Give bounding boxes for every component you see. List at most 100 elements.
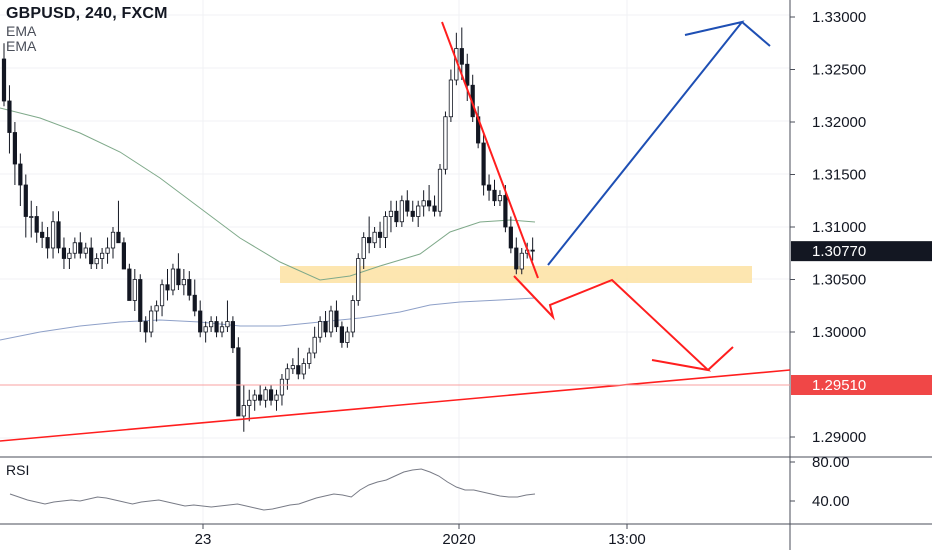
candle-body bbox=[492, 189, 497, 202]
candle-body bbox=[252, 394, 257, 401]
candle-body bbox=[312, 336, 317, 354]
candle-body bbox=[116, 231, 121, 244]
candle-body bbox=[83, 247, 88, 254]
candle-body bbox=[361, 237, 366, 259]
candle-body bbox=[367, 237, 372, 244]
price-tick-label: 1.31500 bbox=[812, 167, 866, 184]
support-zone-rect bbox=[280, 266, 752, 283]
candle-body bbox=[263, 389, 268, 401]
candle-body bbox=[503, 195, 508, 228]
candle-body bbox=[50, 221, 56, 249]
candle-body bbox=[285, 368, 290, 380]
ascending-support-line bbox=[0, 369, 791, 442]
candle-body bbox=[67, 252, 72, 259]
candle-body bbox=[421, 200, 426, 207]
candle-body bbox=[89, 247, 94, 265]
candle-body bbox=[225, 321, 230, 328]
candle-body bbox=[143, 321, 148, 333]
candle-body bbox=[530, 249, 535, 252]
candle-body bbox=[61, 247, 67, 259]
candle-body bbox=[443, 116, 448, 170]
candle-body bbox=[432, 205, 437, 212]
candle-body bbox=[258, 394, 263, 401]
candle-body bbox=[165, 284, 170, 291]
ema-slow-line bbox=[0, 297, 536, 341]
candle-body bbox=[72, 242, 77, 254]
candle-body bbox=[29, 216, 34, 218]
candle-body bbox=[34, 216, 39, 233]
candle-body bbox=[339, 326, 345, 343]
candle-body bbox=[247, 399, 252, 406]
chart-legend: GBPUSD, 240, FXCM EMA EMA bbox=[6, 4, 168, 54]
symbol-title: GBPUSD, 240, FXCM bbox=[6, 5, 168, 22]
drawings bbox=[0, 20, 791, 442]
rsi-label[interactable]: RSI bbox=[6, 462, 30, 478]
candle-body bbox=[323, 321, 328, 333]
candle-body bbox=[18, 163, 23, 186]
candle-body bbox=[181, 279, 186, 286]
candle-body bbox=[176, 268, 181, 286]
rsi-line bbox=[9, 468, 536, 511]
candle-body bbox=[290, 365, 295, 370]
rsi-tick-label: 80.00 bbox=[812, 454, 850, 471]
support-zone bbox=[280, 266, 752, 283]
candle-body bbox=[1, 58, 7, 102]
candle-body bbox=[192, 294, 197, 312]
ema-lines bbox=[0, 107, 536, 341]
candle-body bbox=[198, 310, 203, 333]
candle-body bbox=[388, 210, 394, 217]
current-price-label: 1.30770 bbox=[812, 243, 866, 260]
price-tick-label: 1.29000 bbox=[812, 429, 866, 446]
candle-body bbox=[416, 205, 421, 217]
candle-body bbox=[448, 79, 454, 118]
candle-body bbox=[345, 331, 350, 343]
rsi-tick-label: 40.00 bbox=[812, 493, 850, 510]
ema-fast-line bbox=[0, 107, 536, 281]
time-tick-label: 23 bbox=[195, 531, 212, 548]
candle-body bbox=[307, 352, 312, 364]
candle-body bbox=[350, 300, 355, 333]
candle-body bbox=[279, 378, 285, 396]
level-label: 1.29510 bbox=[812, 377, 866, 394]
ema-indicator-1[interactable]: EMA bbox=[6, 23, 37, 39]
bearish-projection-path bbox=[513, 275, 734, 372]
candle-body bbox=[410, 210, 415, 217]
candle-body bbox=[465, 63, 470, 86]
price-tick-label: 1.32500 bbox=[812, 62, 866, 79]
candle-body bbox=[334, 310, 339, 328]
time-tick-label: 2020 bbox=[442, 531, 475, 548]
candle-body bbox=[394, 210, 399, 223]
candle-body bbox=[301, 363, 306, 375]
candle-body bbox=[268, 389, 274, 401]
candle-body bbox=[356, 258, 361, 301]
candle-body bbox=[383, 216, 388, 238]
candle-body bbox=[149, 310, 154, 333]
time-axis: 23 2020 13:00 bbox=[195, 524, 646, 548]
ema-indicator-2[interactable]: EMA bbox=[6, 38, 37, 54]
candle-body bbox=[372, 231, 377, 244]
candles bbox=[1, 27, 535, 432]
candle-body bbox=[132, 279, 137, 301]
candle-body bbox=[399, 200, 404, 223]
candle-body bbox=[187, 279, 192, 296]
candle-body bbox=[94, 258, 99, 265]
candle-body bbox=[405, 200, 410, 212]
candle-body bbox=[328, 310, 334, 333]
price-tick-label: 1.30500 bbox=[812, 272, 866, 289]
candle-body bbox=[78, 242, 83, 254]
price-tick-label: 1.30000 bbox=[812, 324, 866, 341]
candle-body bbox=[317, 321, 323, 338]
candle-body bbox=[508, 226, 513, 249]
time-tick-label: 13:00 bbox=[608, 531, 646, 548]
candle-body bbox=[486, 184, 492, 191]
candle-body bbox=[437, 168, 443, 212]
candle-body bbox=[170, 268, 176, 291]
candle-body bbox=[7, 100, 12, 133]
rsi-pane bbox=[9, 468, 536, 511]
candle-body bbox=[426, 200, 432, 207]
candle-body bbox=[236, 347, 241, 417]
candle-body bbox=[121, 242, 126, 270]
candle-body bbox=[296, 365, 301, 375]
